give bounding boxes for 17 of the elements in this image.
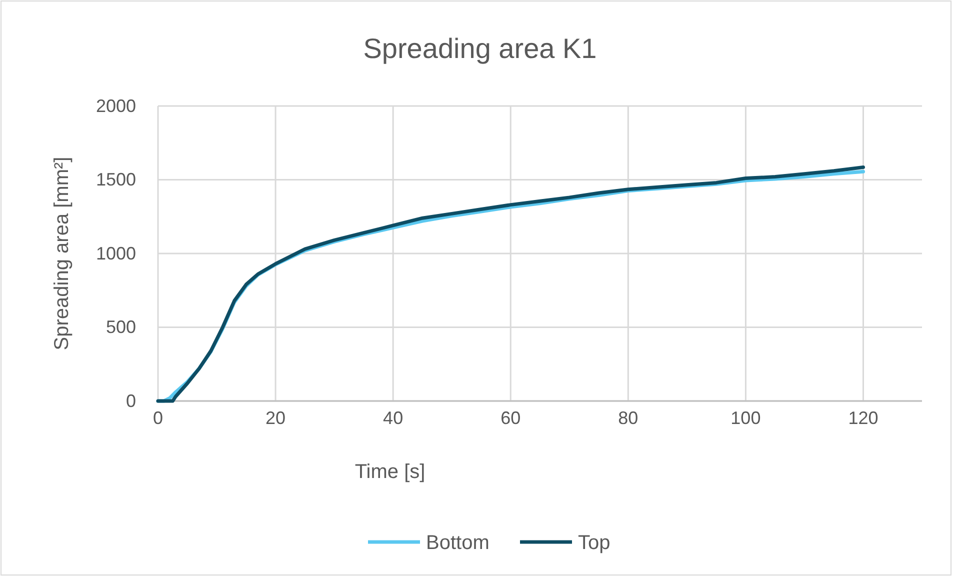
y-tick-label: 1500 xyxy=(96,170,136,190)
x-tick-label: 40 xyxy=(383,408,404,428)
y-axis-title: Spreading area [mm²] xyxy=(51,156,73,350)
x-tick-label: 60 xyxy=(500,408,521,428)
x-tick-label: 0 xyxy=(152,408,164,428)
x-tick-label: 100 xyxy=(730,408,761,428)
y-tick-label: 500 xyxy=(106,317,136,338)
legend-label: Bottom xyxy=(426,532,490,554)
x-tick-label: 20 xyxy=(266,408,286,428)
chart-title: Spreading area K1 xyxy=(363,33,597,64)
x-tick-label: 80 xyxy=(618,408,638,428)
x-tick-label: 120 xyxy=(848,408,878,428)
x-axis-title: Time [s] xyxy=(354,461,426,483)
y-tick-label: 1000 xyxy=(96,243,136,264)
y-tick-label: 2000 xyxy=(96,96,136,116)
y-tick-label: 0 xyxy=(126,390,136,411)
legend-label: Top xyxy=(578,532,610,554)
